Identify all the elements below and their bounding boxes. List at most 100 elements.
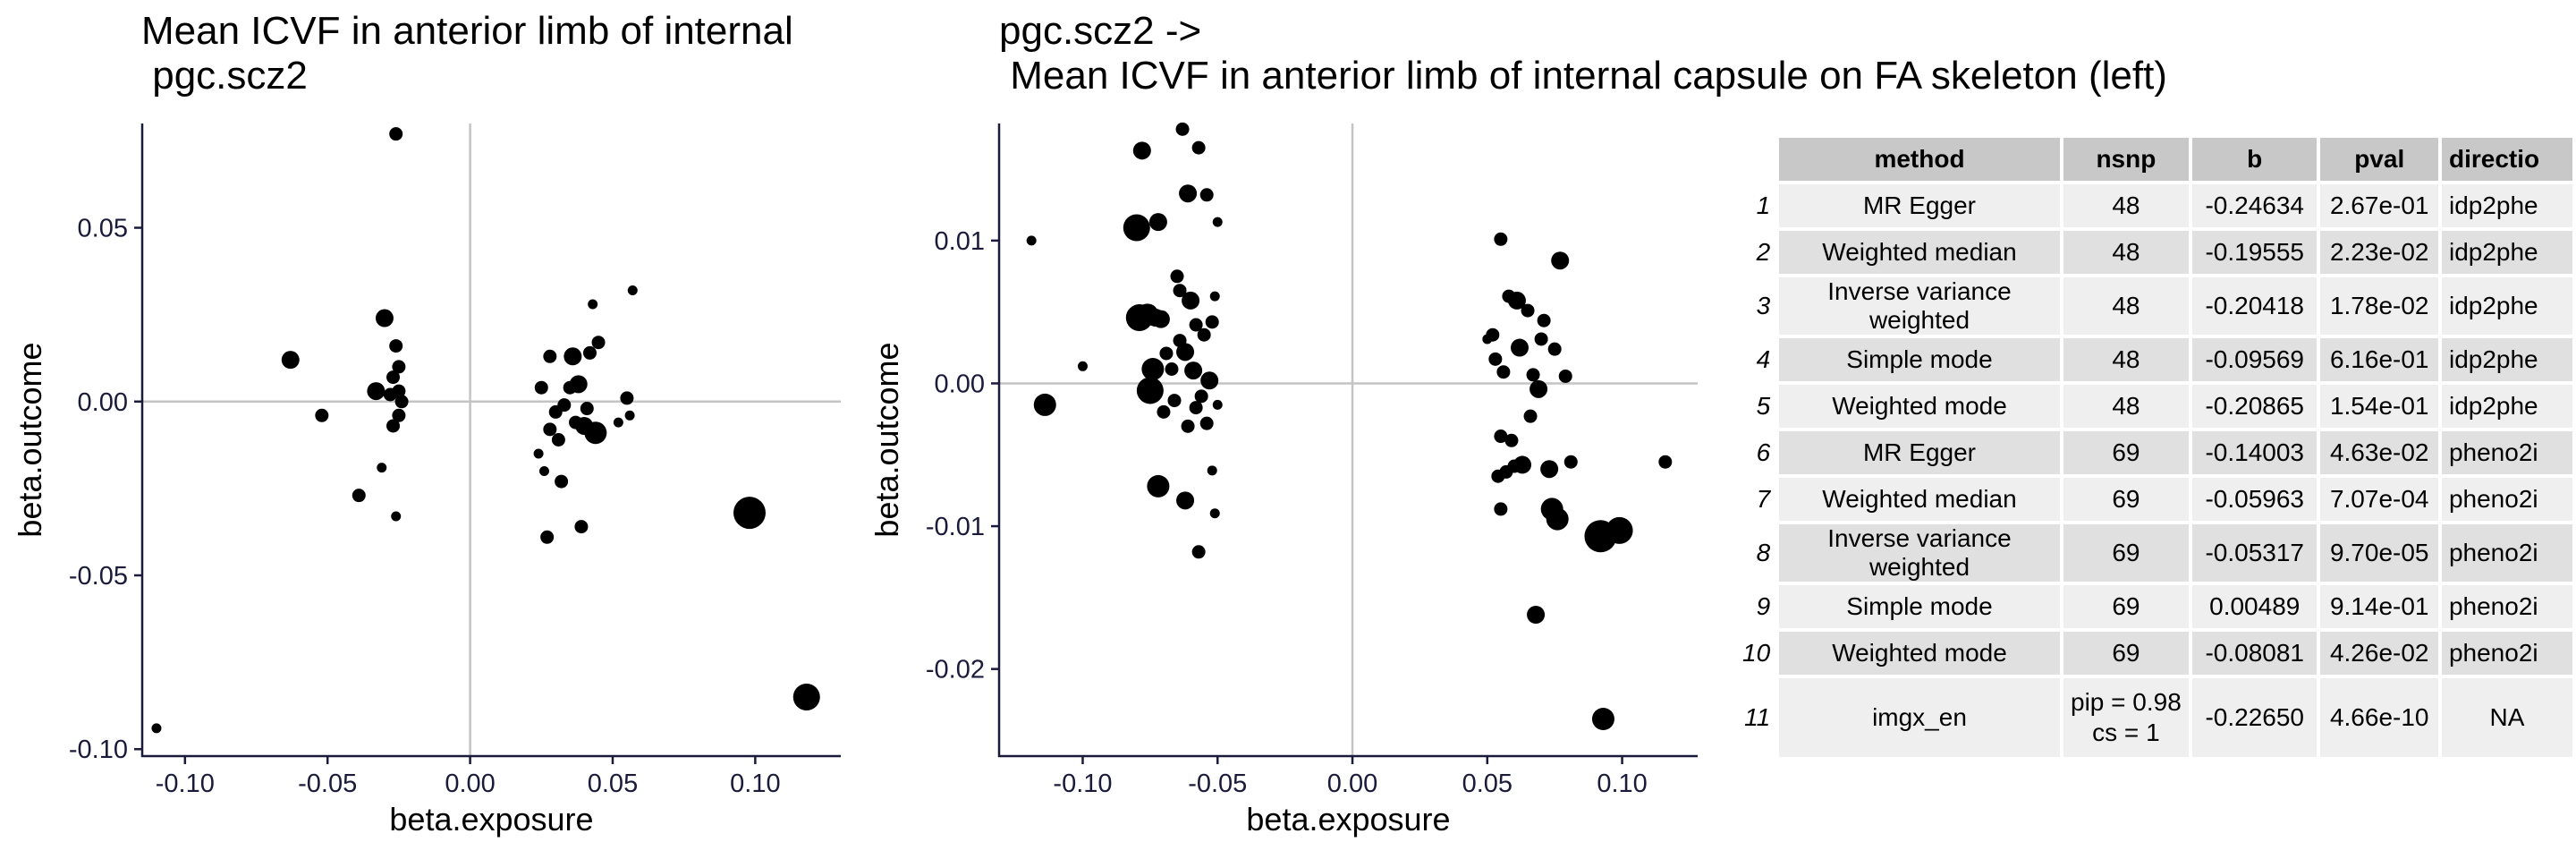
cell-b: -0.14003 [2191,431,2318,474]
cell-direction: idp2phe [2441,277,2572,335]
plot1-data-point [392,408,406,422]
cell-method: Weighted mode [1779,385,2060,428]
plot1-data-point [386,419,401,433]
row-number: 4 [1756,345,1771,373]
results-table: method nsnp b pval directio 1 MR Egger 48-… [1732,134,2576,761]
cell-b: 0.00489 [2191,585,2318,628]
plot1-data-point [627,285,638,295]
row-number: 1 [1756,191,1771,219]
plot2-data-point [1606,516,1633,544]
plot1-data-point [613,417,623,428]
plot1-x-tick-label: 0.05 [588,770,638,798]
plot2-data-point [1151,310,1170,328]
plot1-y-tick-label: 0.00 [78,388,128,417]
table-header-row: method nsnp b pval directio [1735,138,2572,181]
plot2-data-point [1181,419,1195,433]
plot2-data-point [1510,338,1529,357]
plot1-data-point [352,489,366,503]
cell-pval: 1.54e-01 [2320,385,2438,428]
plot2-data-point [1212,217,1223,227]
plot1-data-point [569,375,588,394]
cell-nsnp-line2: cs = 1 [2092,719,2160,746]
plot2-data-point [1521,303,1535,318]
cell-pval: 7.07e-04 [2320,478,2438,521]
cell-nsnp-line1: pip = 0.98 [2071,688,2182,716]
table-row: 7 Weighted median 69 -0.05963 7.07e-04 pheno2… [1735,478,2572,521]
plot1-x-tick-label: 0.10 [730,770,780,798]
cell-method: Weighted median [1779,231,2060,274]
cell-pval: 4.26e-02 [2320,632,2438,675]
row-number: 11 [1744,703,1771,731]
plot1-data-point [281,351,300,370]
plot2-data-point [1591,708,1614,731]
plot2-data-point [1534,332,1548,346]
plot1-data-point [733,497,766,530]
plot2-data-point [1209,508,1220,519]
plot2-data-point [1205,315,1219,329]
plot2-data-point [1540,460,1559,479]
cell-nsnp: 69 [2063,478,2189,521]
plot2-data-point [1199,188,1214,202]
plot2-data-point [1212,399,1223,410]
cell-pval: 2.67e-01 [2320,184,2438,227]
plot1-y-tick-label: 0.05 [78,215,128,243]
plot2-data-point [1537,313,1551,327]
plot2-data-point [1504,433,1519,447]
plot2-data-point [1197,327,1211,342]
cell-pval: 4.66e-10 [2320,678,2438,757]
row-number: 8 [1756,539,1771,566]
col-header-method: method [1779,138,2060,181]
plot1-data-point [534,380,548,395]
plot1-x-tick-label: -0.05 [298,770,357,798]
plot2-data-point [1530,379,1548,398]
plot1-x-tick-label: 0.00 [445,770,495,798]
plot1-data-point [564,347,582,366]
cell-nsnp: 48 [2063,277,2189,335]
table-row: 3 Inverse variance weighted 48 -0.20418 1.78… [1735,277,2572,335]
plot2-data-point [1176,343,1195,361]
plot2-data-point [1558,369,1572,383]
plot2-data-point [1494,430,1508,444]
plot1-data-point [392,384,406,398]
cell-method: MR Egger [1779,184,2060,227]
plot1-y-tick-label: -0.10 [69,736,128,764]
plot1-data-point [389,339,403,353]
cell-pval: 1.78e-02 [2320,277,2438,335]
cell-method: Inverse variance weighted [1779,524,2060,582]
cell-nsnp: 48 [2063,385,2189,428]
cell-b: -0.05317 [2191,524,2318,582]
cell-nsnp: 48 [2063,184,2189,227]
table-row: 10 Weighted mode 69 -0.08081 4.26e-02 pheno2i [1735,632,2572,675]
plot2-data-point [1507,291,1526,310]
cell-nsnp: 69 [2063,431,2189,474]
plot2-data-point [1658,455,1673,469]
row-number: 9 [1756,592,1771,620]
plot2-data-point [1141,358,1165,381]
plot1-data-point [792,683,820,710]
plot2-data-point [1547,342,1562,356]
plot1-data-point [375,309,394,327]
plot2-data-point [1159,346,1174,361]
plot1-y-tick-label: -0.05 [69,562,128,591]
cell-nsnp: 69 [2063,524,2189,582]
cell-method: Simple mode [1779,585,2060,628]
plot2-data-point [1123,214,1150,242]
plot2-data-point [1165,362,1179,377]
cell-pval: 4.63e-02 [2320,431,2438,474]
cell-nsnp: pip = 0.98 cs = 1 [2063,678,2189,757]
plot2-data-point [1486,327,1500,342]
plot2-x-tick-label: 0.05 [1462,770,1513,798]
cell-b: -0.20865 [2191,385,2318,428]
cell-method: Inverse variance weighted [1779,277,2060,335]
plot2-data-point [1200,371,1219,390]
plot1-data-point [533,448,544,459]
plot1-data-point [620,391,634,405]
plot1-data-point [584,421,607,445]
row-number: 2 [1756,238,1771,266]
scatter-plot-right: -0.10 -0.05 0.00 0.05 0.10 -0.02 -0.01 0.00 0.01… [869,122,1698,838]
plot1-data-point [624,410,635,421]
cell-direction: pheno2i [2441,431,2572,474]
cell-direction: NA [2441,678,2572,757]
cell-pval: 2.23e-02 [2320,231,2438,274]
plot2-data-point [1173,284,1187,298]
